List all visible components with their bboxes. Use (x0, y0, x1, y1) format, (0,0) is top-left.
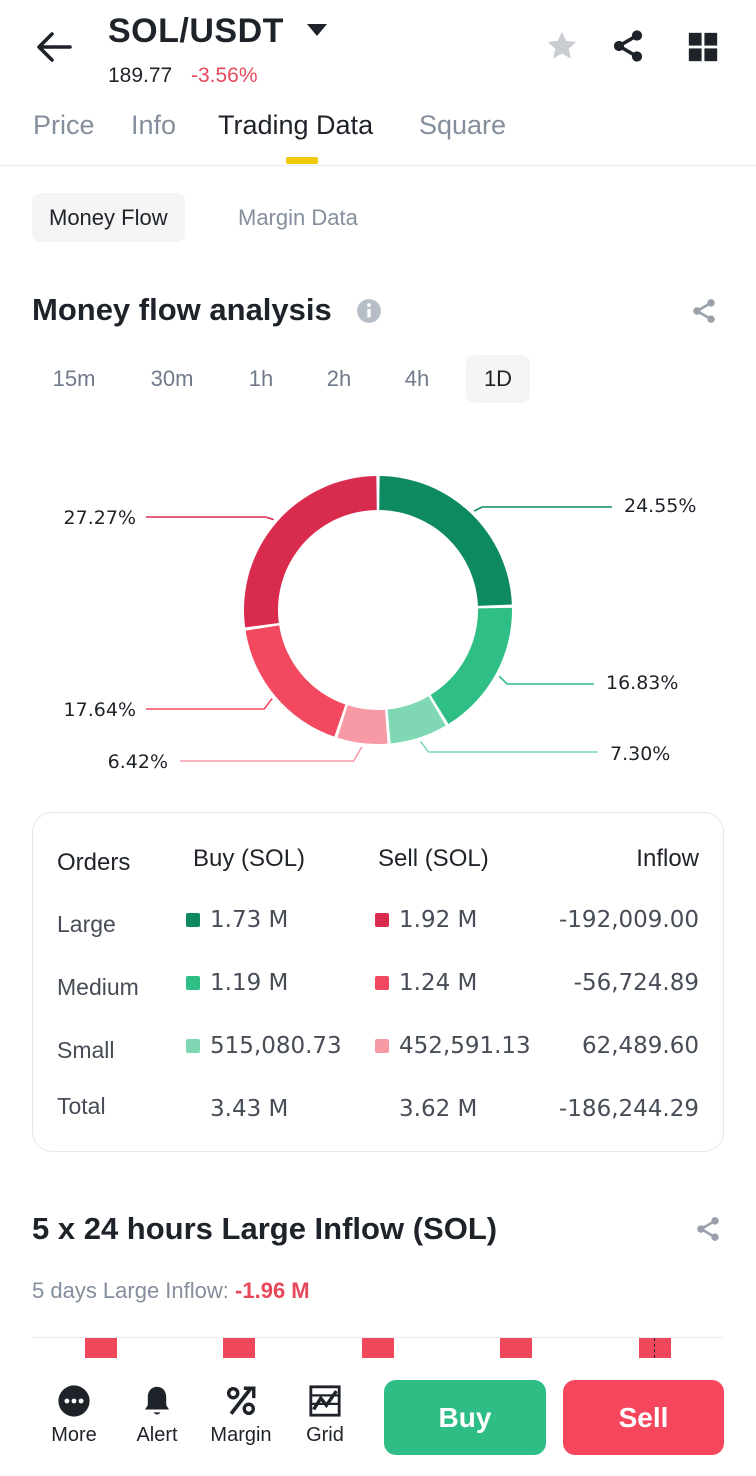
period-1h[interactable]: 1h (248, 366, 274, 391)
grid-bot-icon (309, 1385, 341, 1417)
donut-slice-label: 24.55% (624, 495, 696, 517)
medium-buy-swatch (186, 976, 200, 990)
price-change: -3.56% (191, 64, 258, 87)
donut-leader-line (419, 740, 598, 753)
donut-slice (387, 696, 446, 744)
nav-margin-label: Margin (210, 1424, 272, 1446)
period-1d[interactable]: 1D (466, 355, 530, 403)
total-sell-value: 3.62 M (399, 1096, 478, 1122)
medium-sell-value: 1.24 M (399, 970, 478, 996)
chart-crosshair (654, 1338, 655, 1358)
small-sell-value: 452,591.13 (399, 1033, 531, 1059)
nav-more[interactable]: More (34, 1384, 114, 1447)
donut-leader-line (180, 746, 363, 762)
medium-inflow-value: -56,724.89 (573, 970, 699, 996)
pair-title[interactable]: SOL/USDT (108, 12, 284, 50)
large-sell-value: 1.92 M (399, 907, 478, 933)
tab-trading-data[interactable]: Trading Data (218, 110, 374, 140)
info-icon[interactable] (356, 298, 382, 324)
total-buy-value: 3.43 M (210, 1096, 289, 1122)
period-2h[interactable]: 2h (326, 366, 352, 391)
large-inflow-summary-label: 5 days Large Inflow: (32, 1278, 229, 1303)
donut-slice (244, 476, 377, 628)
donut-leader-line (146, 698, 273, 710)
bell-icon (144, 1386, 170, 1415)
large-buy-value: 1.73 M (210, 907, 289, 933)
row-large-label: Large (57, 911, 116, 937)
money-flow-share-icon[interactable] (690, 297, 718, 325)
donut-slice-label: 7.30% (610, 743, 670, 765)
star-icon[interactable] (544, 28, 580, 64)
small-buy-swatch (186, 1039, 200, 1053)
last-price: 189.77 (108, 64, 173, 87)
total-inflow-value: -186,244.29 (559, 1096, 699, 1122)
inflow-bar (639, 1338, 671, 1358)
donut-leader-line (473, 506, 612, 512)
donut-slice-label: 27.27% (64, 507, 136, 529)
money-flow-donut-chart: 24.55% 16.83% 7.30% 6.42% 17.64% 27.27% (64, 476, 696, 773)
nav-alert-label: Alert (136, 1424, 178, 1446)
donut-slice (337, 705, 388, 744)
percent-icon (226, 1386, 256, 1416)
header-inflow: Inflow (636, 845, 699, 872)
nav-more-label: More (51, 1424, 97, 1446)
large-inflow-share-icon[interactable] (694, 1215, 722, 1243)
period-30m[interactable]: 30m (150, 366, 194, 391)
tab-square[interactable]: Square (419, 110, 507, 140)
nav-margin[interactable]: Margin (201, 1384, 281, 1447)
row-small-label: Small (57, 1037, 115, 1063)
tab-price[interactable]: Price (33, 110, 95, 140)
donut-slice-label: 17.64% (64, 699, 136, 721)
row-total-label: Total (57, 1093, 106, 1119)
share-icon[interactable] (610, 28, 646, 64)
chart-baseline (32, 1337, 724, 1338)
donut-leader-line (146, 516, 274, 521)
more-icon (58, 1385, 90, 1417)
grid-icon[interactable] (686, 30, 720, 64)
row-medium-label: Medium (57, 974, 139, 1000)
inflow-bar (500, 1338, 532, 1358)
orders-table: Orders Buy (SOL) Sell (SOL) Inflow Large… (32, 812, 724, 1152)
header-sell: Sell (SOL) (378, 845, 489, 872)
donut-slice (245, 625, 346, 737)
nav-alert[interactable]: Alert (117, 1384, 197, 1447)
money-flow-title: Money flow analysis (32, 292, 332, 327)
donut-slice-label: 16.83% (606, 672, 678, 694)
period-4h[interactable]: 4h (404, 366, 430, 391)
period-15m[interactable]: 15m (52, 366, 96, 391)
caret-down-icon[interactable] (306, 22, 328, 38)
small-sell-swatch (375, 1039, 389, 1053)
main-tabs: Price Info Trading Data Square (0, 108, 756, 166)
active-tab-indicator (286, 157, 318, 164)
subtab-money-flow[interactable]: Money Flow (32, 193, 185, 242)
nav-grid[interactable]: Grid (285, 1384, 365, 1447)
donut-leader-line (498, 675, 594, 685)
back-arrow-icon[interactable] (34, 30, 74, 64)
large-inflow-value: -192,009.00 (559, 907, 699, 933)
medium-buy-value: 1.19 M (210, 970, 289, 996)
header-orders: Orders (57, 849, 131, 876)
small-inflow-value: 62,489.60 (581, 1033, 699, 1059)
inflow-bar (223, 1338, 255, 1358)
buy-button[interactable]: Buy (384, 1380, 546, 1455)
large-inflow-summary: 5 days Large Inflow: -1.96 M (32, 1278, 310, 1304)
small-buy-value: 515,080.73 (210, 1033, 342, 1059)
nav-grid-label: Grid (306, 1424, 344, 1446)
donut-slice (430, 607, 512, 724)
large-sell-swatch (375, 913, 389, 927)
header-buy: Buy (SOL) (193, 845, 306, 872)
tab-info[interactable]: Info (131, 110, 177, 140)
inflow-bar (362, 1338, 394, 1358)
subtab-margin-data[interactable]: Margin Data (238, 205, 358, 230)
large-inflow-title: 5 x 24 hours Large Inflow (SOL) (32, 1211, 498, 1246)
donut-slice (379, 476, 512, 606)
large-buy-swatch (186, 913, 200, 927)
sell-button[interactable]: Sell (563, 1380, 724, 1455)
donut-slice-label: 6.42% (108, 751, 168, 773)
inflow-bar (85, 1338, 117, 1358)
large-inflow-summary-value: -1.96 M (235, 1278, 310, 1303)
medium-sell-swatch (375, 976, 389, 990)
